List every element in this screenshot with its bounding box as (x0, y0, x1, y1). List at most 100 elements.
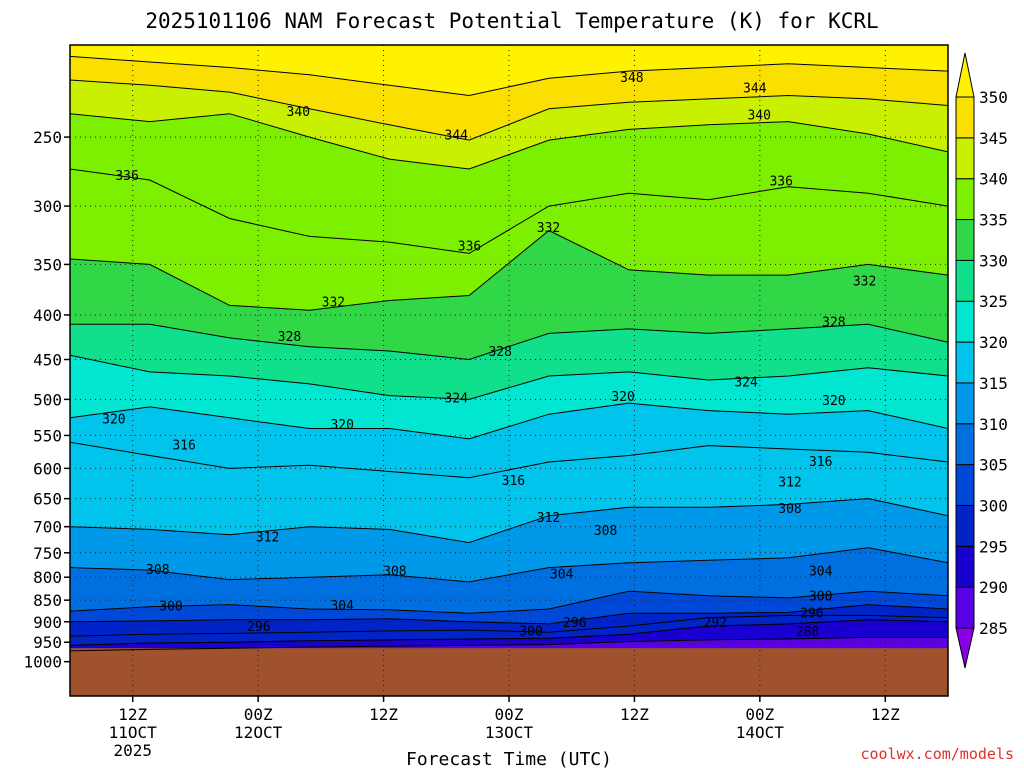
x-tick-date: 14OCT (736, 723, 785, 742)
colorbar-label: 325 (979, 292, 1008, 311)
isentrope-296 (70, 614, 948, 637)
y-tick-label: 250 (33, 128, 62, 147)
contour-label: 336 (458, 240, 481, 255)
colorbar-label: 310 (979, 415, 1008, 434)
contour-label: 300 (809, 590, 832, 605)
colorbar-swatch (955, 178, 975, 221)
contour-label: 320 (822, 394, 845, 409)
isentrope-308 (70, 547, 948, 583)
contour-label: 300 (159, 599, 182, 614)
x-tick-label: 12Z (871, 705, 900, 724)
colorbar-label: 335 (979, 211, 1008, 230)
contour-label: 320 (611, 390, 634, 405)
contour-label: 312 (778, 476, 801, 491)
ground-below-surface (70, 648, 948, 696)
contour-label: 328 (488, 345, 511, 360)
colorbar: 285 290 295 300 305 310 315 320 325 330 335 340 345 3… (955, 52, 1008, 669)
contour-label: 340 (747, 108, 770, 123)
y-tick-label: 500 (33, 390, 62, 409)
contour-label: 308 (778, 502, 801, 517)
colorbar-swatch (955, 586, 975, 629)
y-tick-label: 800 (33, 568, 62, 587)
x-tick-label: 00Z (244, 705, 273, 724)
colorbar-swatch (955, 382, 975, 425)
colorbar-label: 300 (979, 496, 1008, 515)
isentropes (70, 55, 948, 652)
grid (70, 45, 948, 696)
isentrope-336 (70, 168, 948, 254)
x-tick-date: 13OCT (485, 723, 534, 742)
colorbar-label: 350 (979, 88, 1008, 107)
colorbar-swatch (955, 423, 975, 466)
contour-label: 308 (594, 524, 617, 539)
isentrope-300 (70, 604, 948, 625)
x-tick-date: 11OCT (109, 723, 158, 742)
contour-label: 324 (445, 392, 469, 407)
contour-label: 336 (769, 174, 792, 189)
contour-label: 320 (102, 412, 125, 427)
isentrope-340 (70, 113, 948, 170)
contour-label: 332 (853, 274, 876, 289)
contour-label: 332 (322, 295, 345, 310)
contour-label: 316 (502, 474, 525, 489)
y-tick-label: 650 (33, 490, 62, 509)
contour-label: 336 (115, 169, 138, 184)
colorbar-swatch (955, 259, 975, 302)
colorbar-label: 345 (979, 129, 1008, 148)
colorbar-swatch (955, 137, 975, 180)
colorbar-max-arrow (955, 52, 975, 98)
contour-label: 296 (800, 606, 823, 621)
ground-fill (70, 648, 948, 696)
contour-label: 308 (383, 565, 406, 580)
contour-label: 316 (809, 455, 832, 470)
colorbar-min-arrow (955, 627, 975, 669)
contour-label: 304 (550, 567, 574, 582)
contour-label: 316 (172, 439, 195, 454)
y-tick-label: 450 (33, 351, 62, 370)
isentrope-312 (70, 498, 948, 544)
colorbar-label: 290 (979, 578, 1008, 597)
y-axis: 250 300 350 400 450 500 550 600 650 700 750 800 850 9… (23, 128, 70, 672)
colorbar-label: 315 (979, 374, 1008, 393)
contour-label: 296 (247, 620, 270, 635)
y-tick-label: 400 (33, 306, 62, 325)
contour-label: 320 (330, 418, 353, 433)
colorbar-label: 320 (979, 333, 1008, 352)
isentrope-304 (70, 590, 948, 614)
colorbar-swatch (955, 300, 975, 343)
contour-label: 292 (704, 616, 727, 631)
contour-label: 328 (278, 330, 301, 345)
y-tick-label: 350 (33, 255, 62, 274)
x-tick-label: 12Z (369, 705, 398, 724)
isentrope-292 (70, 619, 948, 646)
contour-label: 312 (537, 511, 560, 526)
chart-title: 2025101106 NAM Forecast Potential Temper… (145, 9, 878, 33)
contour-label: 296 (563, 616, 586, 631)
isentrope-288 (70, 636, 948, 652)
isentrope-320 (70, 402, 948, 440)
x-tick-label: 00Z (495, 705, 524, 724)
colorbar-swatch (955, 341, 975, 384)
contour-labels: 336 340 348 344 344 340 336 336 332 332 332 328 328 3… (102, 71, 876, 640)
contour-label: 332 (537, 221, 560, 236)
colorbar-label: 330 (979, 251, 1008, 270)
contour-label: 300 (519, 624, 542, 639)
y-tick-label: 950 (33, 633, 62, 652)
contour-label: 340 (287, 105, 310, 120)
y-tick-label: 850 (33, 591, 62, 610)
colorbar-label: 295 (979, 537, 1008, 556)
x-tick-date: 12OCT (234, 723, 283, 742)
y-tick-label: 600 (33, 459, 62, 478)
isentrope-328 (70, 323, 948, 361)
x-axis-label: Forecast Time (UTC) (406, 749, 612, 768)
credit-text: coolwx.com/models (860, 745, 1014, 763)
colorbar-label: 285 (979, 619, 1008, 638)
x-tick-label: 00Z (745, 705, 774, 724)
x-tick-year: 2025 (113, 741, 152, 760)
contour-label: 348 (620, 71, 643, 86)
isentrope-344 (70, 79, 948, 141)
contour-label: 308 (146, 563, 169, 578)
colorbar-swatch (955, 464, 975, 506)
